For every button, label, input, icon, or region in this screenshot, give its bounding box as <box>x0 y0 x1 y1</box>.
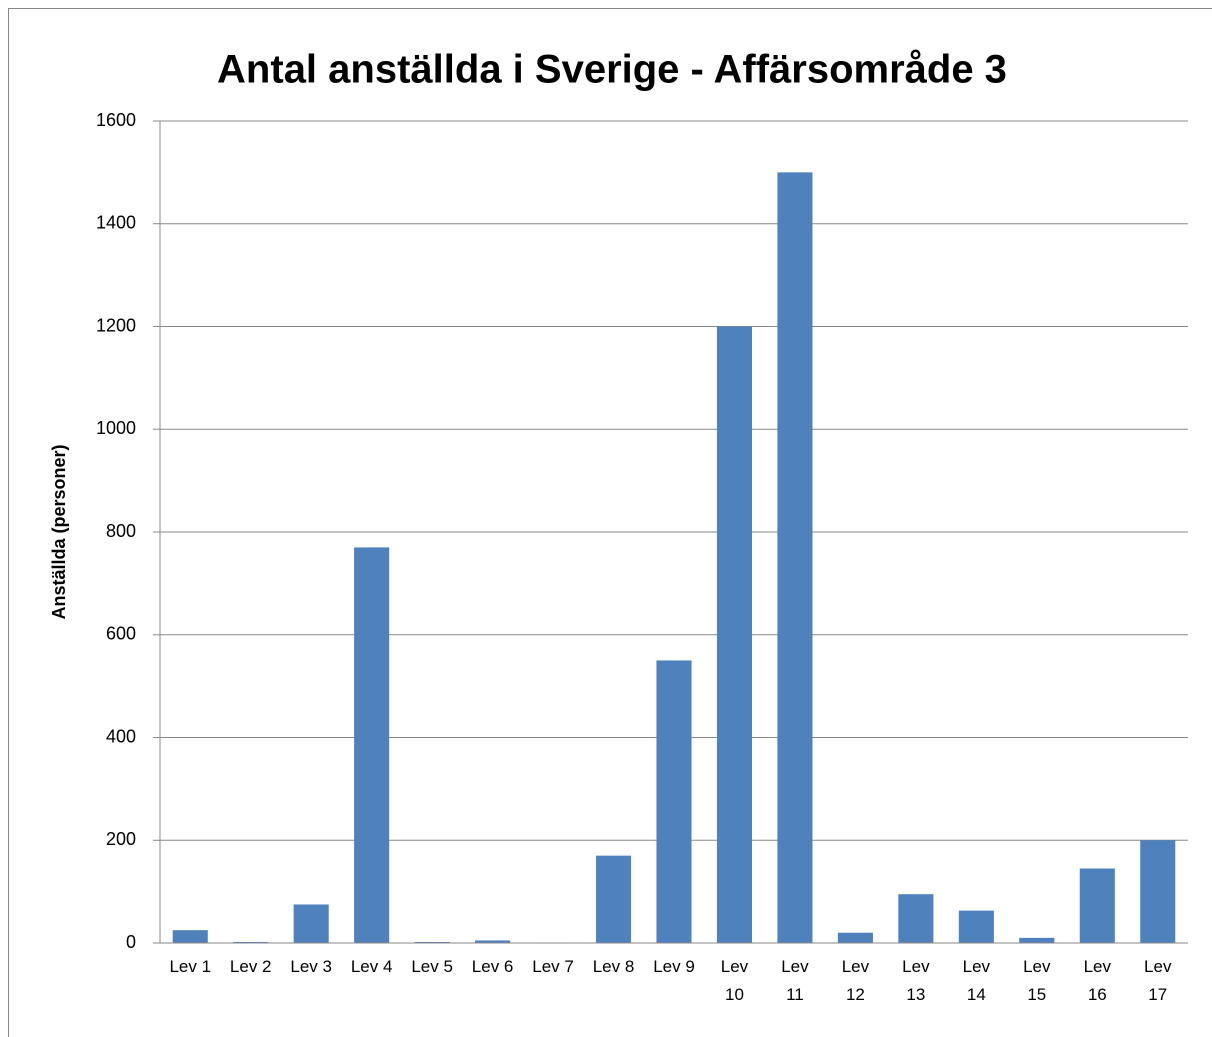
x-tick-label: Lev 7 <box>532 957 574 976</box>
bar <box>716 326 753 943</box>
y-tick-label: 1000 <box>96 418 136 438</box>
y-tick-label: 600 <box>106 624 136 644</box>
x-tick-label: Lev 13 <box>902 957 930 1004</box>
x-tick-label: Lev 16 <box>1083 957 1111 1004</box>
y-axis-title: Anställda (personer) <box>49 444 69 619</box>
x-tick-label: Lev 6 <box>471 957 514 976</box>
x-tick-label: Lev 11 <box>781 957 809 1004</box>
bar <box>1140 840 1176 943</box>
x-tick-label: Lev 10 <box>720 957 749 1004</box>
bar <box>1079 868 1115 943</box>
y-tick-label: 1600 <box>96 110 136 130</box>
y-tick-label: 1400 <box>96 213 136 233</box>
x-tick-label: Lev 17 <box>1144 957 1172 1004</box>
bar <box>1019 937 1055 943</box>
x-tick-label: Lev 5 <box>411 957 453 976</box>
y-tick-label: 1200 <box>96 315 136 335</box>
y-tick-label: 0 <box>126 932 136 952</box>
bar <box>414 941 450 943</box>
x-tick-label: Lev 3 <box>290 957 332 976</box>
x-tick-label: Lev 4 <box>350 957 393 976</box>
bar <box>898 894 934 943</box>
y-tick-label: 800 <box>106 521 136 541</box>
bar <box>837 932 873 943</box>
bar <box>595 855 632 943</box>
y-tick-label: 400 <box>106 726 136 746</box>
bar <box>958 910 994 943</box>
bar <box>172 930 208 943</box>
bar <box>293 904 329 943</box>
x-tick-label: Lev 2 <box>229 957 272 976</box>
x-tick-label: Lev 8 <box>592 957 635 976</box>
bar <box>233 941 269 943</box>
x-tick-label: Lev 15 <box>1023 957 1051 1004</box>
chart-title: Antal anställda i Sverige - Affärsområde… <box>217 48 1007 92</box>
bar <box>656 660 692 943</box>
bar <box>354 547 390 943</box>
x-tick-label: Lev 12 <box>841 957 870 1004</box>
bar <box>777 172 813 943</box>
chart-frame <box>8 8 1212 1037</box>
x-tick-label: Lev 9 <box>653 957 695 976</box>
x-tick-label: Lev 14 <box>962 957 991 1004</box>
x-tick-label: Lev 1 <box>169 957 212 976</box>
bar <box>475 940 511 943</box>
y-tick-label: 200 <box>106 829 136 849</box>
